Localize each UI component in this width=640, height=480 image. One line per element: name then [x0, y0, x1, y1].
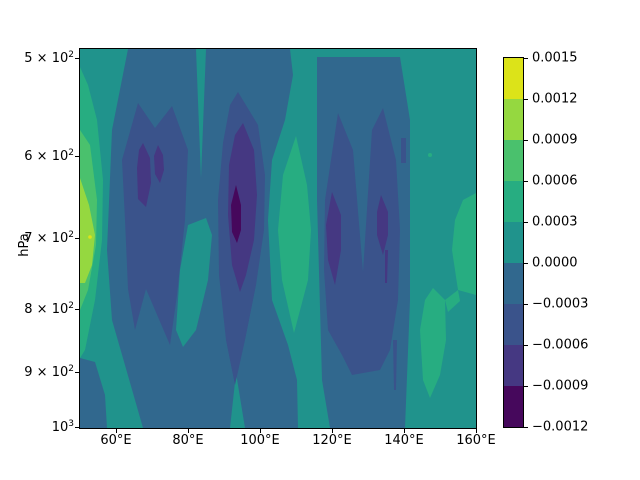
x-tick-mark: [260, 429, 261, 433]
x-tick-mark: [404, 429, 405, 433]
contour-region-155E-upper-L5: [452, 193, 476, 295]
y-tick-label: 8 × 102: [24, 300, 74, 318]
contour-region-70E-L1-west: [137, 143, 151, 207]
colorbar-tick-mark: [524, 140, 528, 141]
colorbar: [503, 57, 524, 428]
colorbar-band: [504, 263, 523, 304]
y-tick-mark: [75, 238, 79, 239]
y-tick-label: 6 × 102: [24, 147, 74, 165]
y-tick-label: 7 × 102: [24, 229, 74, 247]
colorbar-band: [504, 304, 523, 345]
contour-region-west-L7: [80, 178, 95, 283]
colorbar-tick-mark: [524, 58, 528, 59]
colorbar-tick-mark: [524, 304, 528, 305]
colorbar-tick-label: −0.0006: [532, 337, 589, 353]
x-tick-mark: [188, 429, 189, 433]
x-tick-label: 140°E: [384, 433, 424, 448]
contour-region-120E-L1: [326, 192, 341, 285]
colorbar-tick-label: 0.0003: [532, 214, 578, 230]
contour-region-93E-L1: [228, 123, 257, 292]
colorbar-band: [504, 140, 523, 181]
contour-region-west-max-L8: [88, 235, 92, 239]
contour-sliver-135E-L2: [393, 340, 397, 390]
colorbar-tick-mark: [524, 222, 528, 223]
colorbar-tick-label: −0.0003: [532, 296, 589, 312]
x-tick-mark: [476, 429, 477, 433]
contour-notch-teal-wedge: [196, 49, 206, 178]
colorbar-tick-mark: [524, 263, 528, 264]
colorbar-tick-mark: [524, 427, 528, 428]
contour-region-134E-L1: [377, 195, 388, 255]
colorbar-tick-label: 0.0012: [532, 91, 578, 107]
contour-region-148E-lower-L5: [420, 288, 446, 398]
colorbar-tick-mark: [524, 386, 528, 387]
contour-plot-area: [80, 49, 476, 428]
colorbar-band: [504, 345, 523, 386]
colorbar-band: [504, 181, 523, 222]
contour-region-108E-L5: [278, 136, 311, 333]
contour-region-southwest-L3: [80, 358, 107, 428]
y-tick-mark: [75, 309, 79, 310]
y-tick-label: 9 × 102: [24, 363, 74, 381]
colorbar-tick-label: 0.0006: [532, 173, 578, 189]
y-tick-mark: [75, 372, 79, 373]
contour-notch-teal-tongue: [176, 218, 212, 347]
x-tick-label: 160°E: [456, 433, 496, 448]
contour-region-70E-L1-east: [154, 145, 164, 183]
axes-spines: [79, 48, 477, 429]
contour-region-93E-min-L0: [231, 185, 241, 243]
colorbar-tick-mark: [524, 345, 528, 346]
colorbar-band: [504, 222, 523, 263]
contour-region-east-L5-connector: [445, 290, 460, 312]
x-tick-label: 120°E: [312, 433, 352, 448]
colorbar-tick-label: −0.0012: [532, 419, 589, 435]
x-tick-mark: [332, 429, 333, 433]
x-tick-mark: [116, 429, 117, 433]
contour-hairline-134E-L1: [385, 250, 388, 283]
y-tick-label: 103: [51, 418, 74, 436]
y-tick-mark: [75, 427, 79, 428]
y-tick-label: 5 × 102: [24, 49, 74, 67]
contour-sliver-140E-L2: [401, 138, 406, 163]
x-tick-label: 60°E: [100, 433, 132, 448]
colorbar-tick-label: 0.0015: [532, 50, 578, 66]
colorbar-tick-label: 0.0009: [532, 132, 578, 148]
colorbar-band: [504, 58, 523, 99]
contour-spot-147E-L5: [428, 153, 432, 157]
contour-region-120-134E-L2: [324, 108, 400, 375]
colorbar-band: [504, 386, 523, 427]
x-tick-label: 80°E: [172, 433, 204, 448]
colorbar-tick-label: 0.0000: [532, 255, 578, 271]
x-tick-label: 100°E: [240, 433, 280, 448]
y-tick-mark: [75, 156, 79, 157]
y-tick-mark: [75, 58, 79, 59]
colorbar-band: [504, 99, 523, 140]
colorbar-tick-mark: [524, 181, 528, 182]
colorbar-tick-mark: [524, 99, 528, 100]
colorbar-tick-label: −0.0009: [532, 378, 589, 394]
